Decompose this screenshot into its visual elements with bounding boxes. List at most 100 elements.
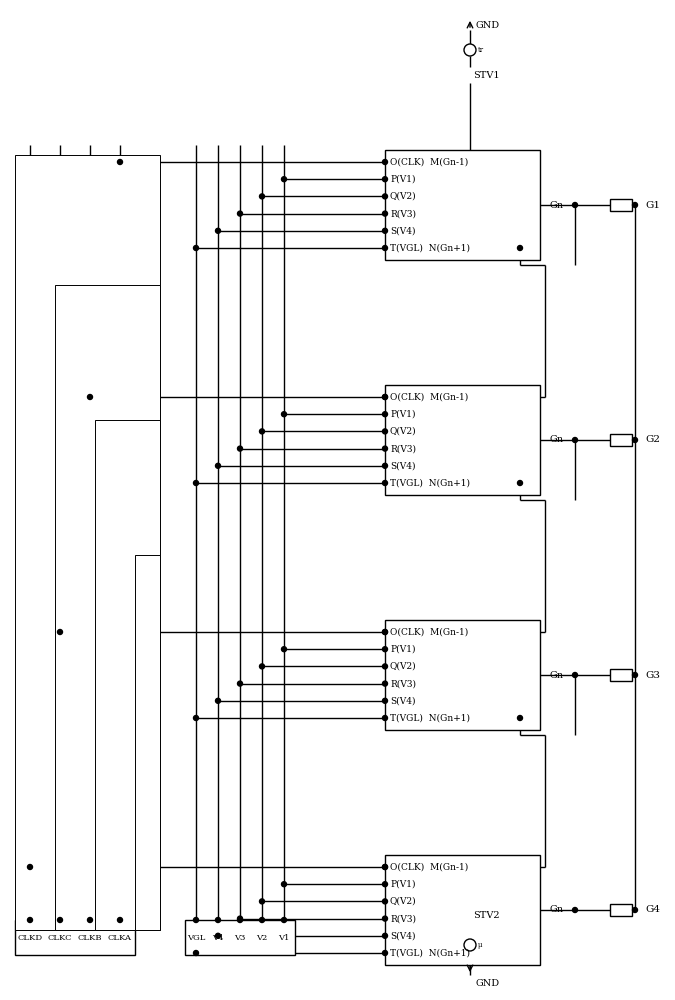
Circle shape — [383, 698, 387, 703]
Text: STV1: STV1 — [473, 70, 500, 80]
Circle shape — [383, 228, 387, 233]
Circle shape — [383, 716, 387, 720]
Bar — [385, 385, 540, 495]
Text: G4: G4 — [645, 906, 660, 914]
Circle shape — [238, 446, 242, 451]
Text: O(CLK)  M(Gn-1): O(CLK) M(Gn-1) — [390, 392, 468, 401]
Circle shape — [238, 211, 242, 216]
Circle shape — [383, 429, 387, 434]
Text: S(V4): S(V4) — [390, 931, 416, 940]
Text: μ: μ — [478, 941, 483, 949]
Bar — [610, 434, 632, 446]
Circle shape — [383, 681, 387, 686]
Text: T(VGL)  N(Gn+1): T(VGL) N(Gn+1) — [390, 714, 470, 722]
Circle shape — [259, 429, 265, 434]
Circle shape — [383, 245, 387, 250]
Circle shape — [383, 630, 387, 635]
Circle shape — [383, 647, 387, 652]
Circle shape — [572, 438, 578, 442]
Circle shape — [194, 481, 198, 486]
Circle shape — [215, 933, 221, 938]
Bar — [385, 620, 540, 730]
Circle shape — [383, 664, 387, 669]
Circle shape — [215, 228, 221, 233]
Text: R(V3): R(V3) — [390, 914, 416, 923]
Circle shape — [28, 864, 32, 869]
Bar — [135, 555, 160, 930]
Circle shape — [383, 446, 387, 451]
Circle shape — [383, 882, 387, 887]
Text: O(CLK)  M(Gn-1): O(CLK) M(Gn-1) — [390, 157, 468, 166]
Circle shape — [215, 463, 221, 468]
Text: S(V4): S(V4) — [390, 461, 416, 470]
Circle shape — [632, 202, 637, 208]
Circle shape — [215, 698, 221, 703]
Text: R(V3): R(V3) — [390, 444, 416, 453]
Text: tr: tr — [478, 46, 484, 54]
Circle shape — [383, 194, 387, 199]
Circle shape — [518, 245, 522, 250]
Text: Q(V2): Q(V2) — [390, 662, 416, 671]
Text: Gn: Gn — [550, 200, 564, 210]
Text: R(V3): R(V3) — [390, 679, 416, 688]
Circle shape — [281, 918, 286, 922]
Circle shape — [117, 159, 122, 164]
Text: V3: V3 — [234, 934, 246, 942]
Circle shape — [383, 394, 387, 399]
Circle shape — [383, 933, 387, 938]
Circle shape — [28, 918, 32, 922]
Circle shape — [194, 950, 198, 956]
Text: P(V1): P(V1) — [390, 645, 416, 654]
Bar — [385, 855, 540, 965]
Circle shape — [383, 630, 387, 635]
Text: GND: GND — [475, 20, 499, 29]
Circle shape — [194, 918, 198, 922]
Circle shape — [383, 159, 387, 164]
Text: Gn: Gn — [550, 906, 564, 914]
Text: CLKA: CLKA — [108, 934, 132, 942]
Bar — [15, 155, 160, 930]
Circle shape — [194, 716, 198, 720]
Text: T(VGL)  N(Gn+1): T(VGL) N(Gn+1) — [390, 243, 470, 252]
Circle shape — [383, 864, 387, 869]
Text: Gn: Gn — [550, 670, 564, 680]
Circle shape — [194, 245, 198, 250]
Text: CLKC: CLKC — [48, 934, 72, 942]
Circle shape — [281, 647, 286, 652]
Text: V4: V4 — [212, 934, 223, 942]
Circle shape — [632, 672, 637, 678]
Circle shape — [572, 908, 578, 912]
Circle shape — [259, 194, 265, 199]
Circle shape — [572, 672, 578, 678]
Text: Q(V2): Q(V2) — [390, 192, 416, 201]
Circle shape — [383, 481, 387, 486]
Circle shape — [215, 918, 221, 922]
Circle shape — [88, 918, 92, 922]
Circle shape — [259, 664, 265, 669]
Bar — [95, 420, 160, 930]
Circle shape — [259, 918, 265, 922]
Bar — [185, 920, 295, 955]
Bar — [610, 669, 632, 681]
Circle shape — [383, 916, 387, 921]
Circle shape — [383, 899, 387, 904]
Text: T(VGL)  N(Gn+1): T(VGL) N(Gn+1) — [390, 948, 470, 958]
Text: STV2: STV2 — [473, 910, 500, 920]
Text: S(V4): S(V4) — [390, 226, 416, 235]
Circle shape — [572, 202, 578, 208]
Text: Gn: Gn — [550, 436, 564, 444]
Circle shape — [57, 918, 63, 922]
Circle shape — [117, 918, 122, 922]
Circle shape — [383, 463, 387, 468]
Text: CLKB: CLKB — [78, 934, 102, 942]
Circle shape — [383, 211, 387, 216]
Text: P(V1): P(V1) — [390, 880, 416, 889]
Circle shape — [632, 438, 637, 442]
Circle shape — [238, 916, 242, 921]
Text: GND: GND — [475, 978, 499, 988]
Text: O(CLK)  M(Gn-1): O(CLK) M(Gn-1) — [390, 862, 468, 871]
Circle shape — [238, 681, 242, 686]
Circle shape — [281, 177, 286, 182]
Circle shape — [632, 908, 637, 912]
Text: CLKD: CLKD — [18, 934, 43, 942]
